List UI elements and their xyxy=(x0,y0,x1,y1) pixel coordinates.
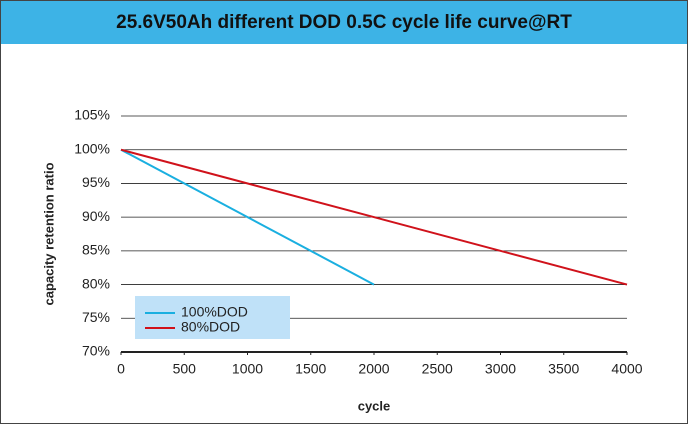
x-tick-label: 3500 xyxy=(548,361,579,377)
y-tick-label: 105% xyxy=(74,107,110,123)
series-line xyxy=(120,148,375,286)
x-tick-label: 1500 xyxy=(295,361,326,377)
legend-label: 100%DOD xyxy=(181,304,248,320)
x-tick-label: 1000 xyxy=(232,361,263,377)
y-tick-label: 100% xyxy=(74,140,110,156)
x-tick-label: 500 xyxy=(173,361,197,377)
x-tick-label: 2000 xyxy=(358,361,389,377)
x-axis-title: cycle xyxy=(358,398,391,413)
x-tick-label: 4000 xyxy=(611,361,642,377)
title-banner xyxy=(1,1,687,44)
x-tick-label: 0 xyxy=(117,361,125,377)
y-tick-label: 85% xyxy=(82,242,110,258)
x-tick-label: 3000 xyxy=(485,361,516,377)
y-tick-label: 70% xyxy=(82,343,110,359)
y-axis-title: capacity retention ratio xyxy=(41,162,56,305)
y-tick-label: 75% xyxy=(82,309,110,325)
series-line xyxy=(120,148,628,286)
chart-title: 25.6V50Ah different DOD 0.5C cycle life … xyxy=(116,12,572,33)
x-tick-label: 2500 xyxy=(422,361,453,377)
legend-label: 80%DOD xyxy=(181,319,240,335)
y-tick-label: 95% xyxy=(82,174,110,190)
y-tick-label: 80% xyxy=(82,275,110,291)
legend-box xyxy=(135,296,290,339)
y-tick-label: 90% xyxy=(82,208,110,224)
